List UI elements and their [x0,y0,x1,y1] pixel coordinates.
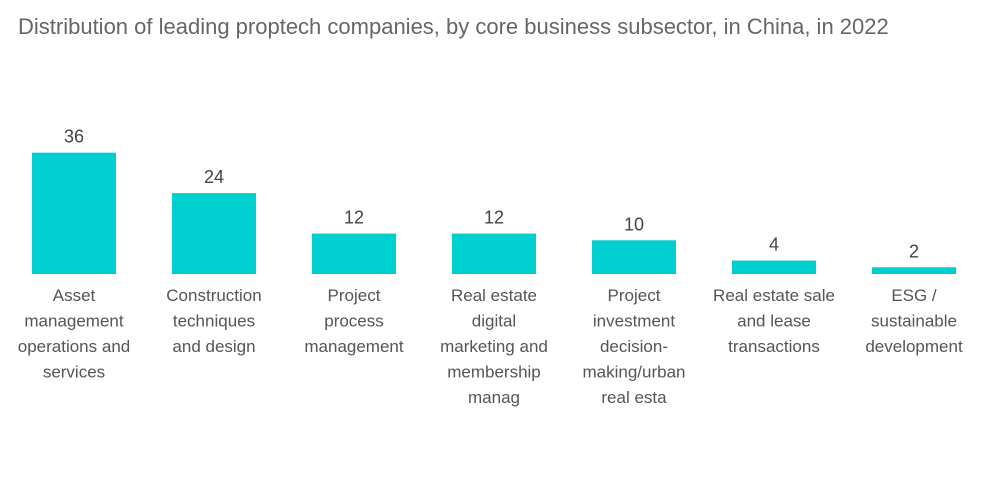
category-label-line: manag [468,388,520,407]
category-label-line: ESG / [891,286,937,305]
bar-4 [452,233,536,274]
category-label-line: digital [472,312,516,331]
category-label-line: services [43,363,105,382]
bar-6 [732,260,816,274]
category-label-3: Project process management [304,286,404,356]
bar-3 [312,233,396,274]
bar-1 [32,152,116,274]
category-label-line: Real estate [451,286,537,305]
category-label-line: Asset [53,286,96,305]
category-label-line: membership [447,363,541,382]
bar-5 [592,240,676,274]
category-label-line: development [865,337,963,356]
category-label-line: transactions [728,337,820,356]
value-label-3: 12 [344,208,364,228]
category-label-line: management [304,337,404,356]
category-label-line: Real estate sale [713,286,835,305]
category-label-6: Real estate sale and lease transactions [713,286,835,356]
value-label-6: 4 [769,235,779,255]
category-label-2: Construction techniques and design [166,286,261,356]
category-label-7: ESG / sustainable development [865,286,963,356]
category-label-line: making/urban [582,363,685,382]
value-label-1: 36 [64,127,84,147]
category-label-line: real esta [601,388,667,407]
category-label-line: and lease [737,312,811,331]
category-labels-group: Asset management operations and services Con… [18,286,963,407]
category-label-line: operations and [18,337,130,356]
category-label-5: Project investment decision-making/urban re… [582,286,685,407]
chart-title: Distribution of leading proptech compani… [18,14,889,39]
category-label-line: investment [593,312,675,331]
category-label-1: Asset management operations and services [18,286,130,382]
value-label-7: 2 [909,241,919,261]
value-label-5: 10 [624,214,644,234]
bar-7 [872,267,956,274]
value-label-2: 24 [204,167,224,187]
category-label-line: Construction [166,286,261,305]
value-labels-group: 36 24 12 12 10 4 2 [64,127,919,262]
value-label-4: 12 [484,208,504,228]
category-label-line: marketing and [440,337,548,356]
category-label-line: techniques [173,312,255,331]
category-label-line: management [24,312,124,331]
category-label-line: process [324,312,384,331]
category-label-line: sustainable [871,312,957,331]
category-label-line: Project [328,286,381,305]
category-label-line: Project [608,286,661,305]
category-label-line: and design [172,337,255,356]
bars-group [32,152,956,274]
category-label-4: Real estate digital marketing and membershi… [440,286,548,407]
bar-2 [172,193,256,274]
category-label-line: decision- [600,337,668,356]
